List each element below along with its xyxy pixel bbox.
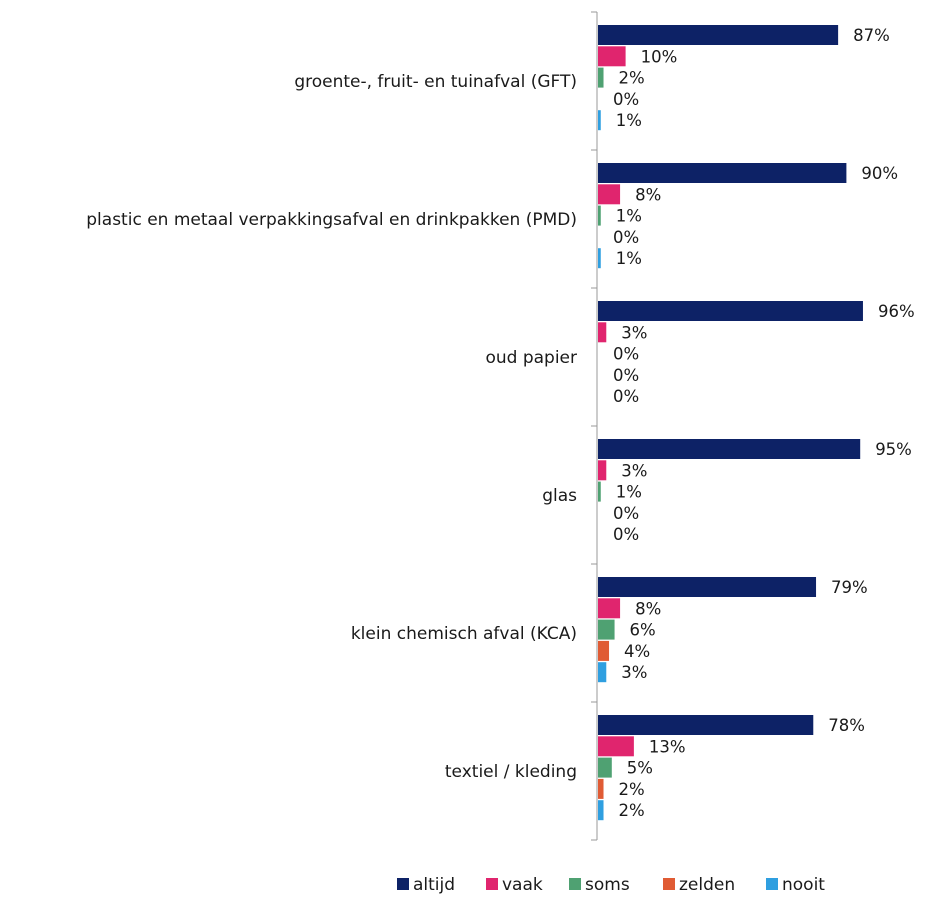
bar-soms: [598, 481, 601, 502]
bar-nooit: [598, 800, 604, 821]
bar-soms: [598, 67, 604, 88]
data-label: 0%: [613, 387, 639, 406]
category-label: klein chemisch afval (KCA): [351, 624, 577, 644]
legend-swatch: [397, 878, 409, 890]
data-label: 3%: [621, 663, 647, 682]
data-label: 95%: [875, 440, 912, 459]
data-label: 90%: [861, 164, 898, 183]
category-label: glas: [542, 486, 577, 506]
legend: altijd vaak soms zelden nooit: [397, 875, 825, 895]
data-label: 0%: [613, 525, 639, 544]
data-label: 10%: [641, 47, 678, 66]
data-label: 2%: [619, 780, 645, 799]
category-labels: groente-, fruit- en tuinafval (GFT) plast…: [86, 72, 577, 782]
legend-label: zelden: [679, 875, 735, 895]
legend-swatch: [486, 878, 498, 890]
data-label: 2%: [619, 801, 645, 820]
bar-soms: [598, 619, 615, 640]
bar-vaak: [598, 322, 607, 343]
bar-vaak: [598, 598, 621, 619]
bar-altijd: [598, 25, 839, 45]
category-label: groente-, fruit- en tuinafval (GFT): [294, 72, 577, 92]
data-label: 13%: [649, 737, 686, 756]
data-label: 1%: [616, 111, 642, 130]
data-label: 79%: [831, 578, 868, 597]
value-labels: 87% 10% 2% 0% 1% 90% 8% 1% 0% 1% 96% 3% 0% 0% 0% 95% 3% 1…: [613, 26, 915, 820]
legend-label: soms: [585, 875, 630, 895]
bars: [598, 25, 863, 821]
data-label: 1%: [616, 249, 642, 268]
data-label: 78%: [828, 716, 865, 735]
data-label: 0%: [613, 90, 639, 109]
data-label: 5%: [627, 759, 653, 778]
data-label: 0%: [613, 366, 639, 385]
data-label: 96%: [878, 302, 915, 321]
bar-nooit: [598, 110, 601, 131]
category-label: oud papier: [485, 348, 577, 368]
bar-altijd: [598, 577, 817, 597]
bar-altijd: [598, 301, 863, 321]
data-label: 0%: [613, 504, 639, 523]
bar-soms: [598, 205, 601, 226]
data-label: 1%: [616, 483, 642, 502]
bar-soms: [598, 757, 612, 778]
legend-label: altijd: [413, 875, 455, 895]
bar-altijd: [598, 163, 847, 183]
data-label: 87%: [853, 26, 890, 45]
bar-zelden: [598, 640, 610, 661]
data-label: 4%: [624, 642, 650, 661]
data-label: 6%: [630, 621, 656, 640]
bar-zelden: [598, 778, 604, 799]
axis: [591, 11, 598, 841]
legend-swatch: [766, 878, 778, 890]
category-label: textiel / kleding: [445, 762, 577, 782]
bar-vaak: [598, 736, 634, 757]
category-label: plastic en metaal verpakkingsafval en dr…: [86, 210, 577, 230]
data-label: 1%: [616, 207, 642, 226]
bar-vaak: [598, 460, 607, 481]
bar-altijd: [598, 715, 814, 735]
data-label: 2%: [619, 69, 645, 88]
data-label: 3%: [621, 323, 647, 342]
data-label: 0%: [613, 228, 639, 247]
data-label: 0%: [613, 345, 639, 364]
legend-swatch: [663, 878, 675, 890]
data-label: 8%: [635, 599, 661, 618]
data-label: 3%: [621, 461, 647, 480]
bar-vaak: [598, 184, 621, 205]
legend-label: nooit: [782, 875, 825, 895]
bar-nooit: [598, 662, 607, 683]
bar-nooit: [598, 248, 601, 269]
legend-swatch: [569, 878, 581, 890]
bar-altijd: [598, 439, 861, 459]
bar-vaak: [598, 46, 626, 67]
legend-label: vaak: [502, 875, 543, 895]
data-label: 8%: [635, 185, 661, 204]
